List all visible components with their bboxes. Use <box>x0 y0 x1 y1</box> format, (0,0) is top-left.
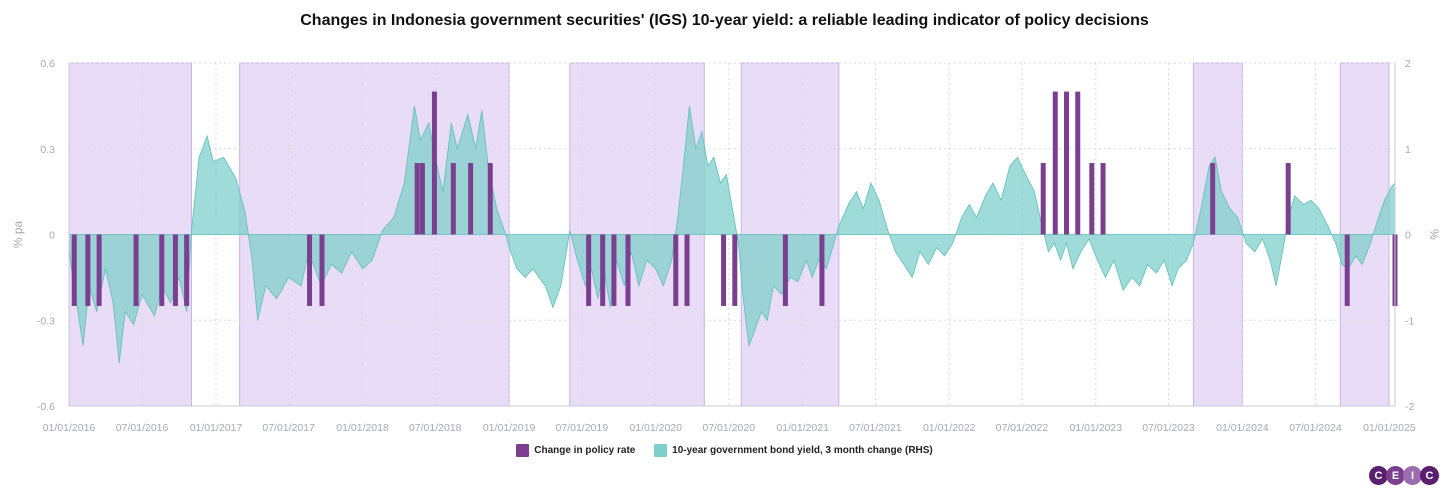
yield-area <box>68 105 1396 364</box>
policy-rate-bar <box>159 234 165 306</box>
chart-svg: 0.6 0.3 0 -0.3 -0.6 2 1 0 -1 -2 01/01/2016 07/01/20… <box>11 58 1441 434</box>
legend-label-bond-yield: 10-year government bond yield, 3 month c… <box>672 445 933 456</box>
x-tick-label: 01/01/2021 <box>776 422 829 434</box>
logo-letter: C <box>1369 466 1388 485</box>
x-tick-label: 07/01/2022 <box>996 422 1049 434</box>
x-tick-label: 01/01/2019 <box>483 422 536 434</box>
right-tick-label: -2 <box>1405 401 1414 413</box>
logo-letter: I <box>1403 466 1422 485</box>
policy-rate-bar <box>319 234 325 306</box>
x-tick-label: 01/01/2023 <box>1070 422 1123 434</box>
policy-rate-bar <box>85 234 91 306</box>
policy-rate-bar <box>673 234 679 306</box>
right-tick-label: 2 <box>1405 58 1411 70</box>
left-tick-label: 0.3 <box>40 144 55 156</box>
policy-rate-bar <box>1100 163 1106 235</box>
left-tick-label: -0.3 <box>37 315 55 327</box>
policy-rate-bar <box>1089 163 1095 235</box>
policy-rate-bar <box>600 234 606 306</box>
policy-rate-bar <box>71 234 77 306</box>
legend-swatch-policy-rate <box>516 444 530 457</box>
chart-title: Changes in Indonesia government securiti… <box>300 12 1149 29</box>
x-tick-label: 07/01/2023 <box>1142 422 1195 434</box>
right-tick-label: 0 <box>1405 230 1411 242</box>
axes <box>68 63 1396 407</box>
policy-rate-bar <box>1064 91 1070 235</box>
policy-rate-bar <box>133 234 139 306</box>
logo-letter: C <box>1420 466 1439 485</box>
policy-rate-bar <box>1052 91 1058 235</box>
policy-rate-bar <box>721 234 727 306</box>
x-tick-label: 07/01/2016 <box>116 422 169 434</box>
left-tick-label: 0.6 <box>40 58 55 70</box>
policy-rate-bar <box>307 234 313 306</box>
tick-labels: 0.6 0.3 0 -0.3 -0.6 2 1 0 -1 -2 01/01/2016 07/01/20… <box>37 58 1416 434</box>
policy-rate-bar <box>450 163 456 235</box>
x-tick-label: 07/01/2021 <box>849 422 902 434</box>
x-tick-label: 01/01/2025 <box>1363 422 1416 434</box>
policy-rate-bar <box>1040 163 1046 235</box>
legend-item-bond-yield[interactable]: 10-year government bond yield, 3 month c… <box>654 444 933 457</box>
legend: Change in policy rate 10-year government… <box>0 444 1449 460</box>
right-axis-label: % <box>1427 229 1441 240</box>
x-tick-label: 01/01/2020 <box>629 422 682 434</box>
policy-rate-bar <box>732 234 738 306</box>
legend-label-policy-rate: Change in policy rate <box>534 445 636 456</box>
legend-swatch-bond-yield <box>654 444 668 457</box>
policy-rate-bar <box>184 234 190 306</box>
x-tick-label: 01/01/2017 <box>190 422 243 434</box>
policy-rate-bar <box>611 234 617 306</box>
policy-bars <box>71 91 1398 306</box>
x-tick-label: 07/01/2019 <box>556 422 609 434</box>
left-axis-label: % pa <box>11 221 25 249</box>
policy-rate-bar <box>1344 234 1350 306</box>
left-tick-label: -0.6 <box>37 401 55 413</box>
policy-rate-bar <box>586 234 592 306</box>
x-tick-label: 01/01/2018 <box>336 422 389 434</box>
right-tick-label: -1 <box>1405 315 1414 327</box>
policy-rate-bar <box>819 234 825 306</box>
policy-rate-bar <box>414 163 420 235</box>
x-tick-label: 07/01/2017 <box>262 422 315 434</box>
logo-letter: E <box>1386 466 1405 485</box>
x-tick-label: 07/01/2024 <box>1289 422 1342 434</box>
policy-rate-bar <box>1075 91 1081 235</box>
policy-rate-bar <box>625 234 631 306</box>
policy-rate-bar <box>684 234 690 306</box>
policy-rate-bar <box>1210 163 1216 235</box>
x-tick-label: 07/01/2018 <box>409 422 462 434</box>
policy-rate-bar <box>782 234 788 306</box>
x-tick-label: 07/01/2020 <box>703 422 756 434</box>
policy-rate-bar <box>487 163 493 235</box>
legend-item-policy-rate[interactable]: Change in policy rate <box>516 444 635 457</box>
policy-rate-bar <box>468 163 474 235</box>
right-tick-label: 1 <box>1405 144 1411 156</box>
left-tick-label: 0 <box>49 230 55 242</box>
x-tick-label: 01/01/2016 <box>43 422 96 434</box>
policy-rate-bar <box>96 234 102 306</box>
policy-rate-bar <box>431 91 437 235</box>
policy-rate-bar <box>1285 163 1291 235</box>
x-tick-label: 01/01/2022 <box>923 422 976 434</box>
policy-rate-bar <box>172 234 178 306</box>
policy-rate-bar <box>419 163 425 235</box>
yield-area-path <box>68 105 1396 364</box>
x-tick-label: 01/01/2024 <box>1216 422 1269 434</box>
